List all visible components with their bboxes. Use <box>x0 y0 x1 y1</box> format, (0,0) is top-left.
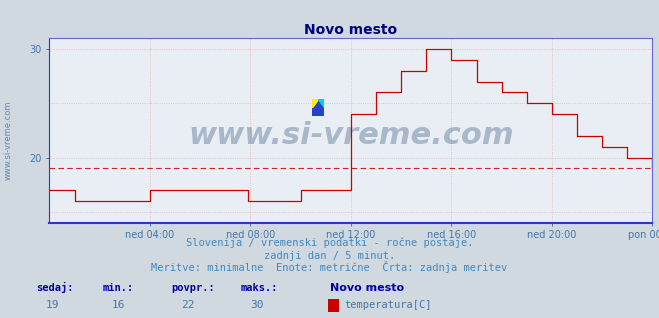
Text: Novo mesto: Novo mesto <box>330 283 403 293</box>
Text: Slovenija / vremenski podatki - ročne postaje.: Slovenija / vremenski podatki - ročne po… <box>186 238 473 248</box>
Polygon shape <box>312 99 318 107</box>
Text: www.si-vreme.com: www.si-vreme.com <box>188 121 514 150</box>
Text: zadnji dan / 5 minut.: zadnji dan / 5 minut. <box>264 251 395 261</box>
Text: 22: 22 <box>181 301 194 310</box>
Title: Novo mesto: Novo mesto <box>304 23 397 37</box>
Text: povpr.:: povpr.: <box>171 283 215 293</box>
Polygon shape <box>312 99 318 107</box>
Text: temperatura[C]: temperatura[C] <box>344 301 432 310</box>
Text: min.:: min.: <box>102 283 133 293</box>
Text: sedaj:: sedaj: <box>36 282 74 293</box>
Text: maks.:: maks.: <box>241 283 278 293</box>
Text: 30: 30 <box>250 301 264 310</box>
Polygon shape <box>318 99 324 107</box>
Text: 16: 16 <box>112 301 125 310</box>
Text: Meritve: minimalne  Enote: metrične  Črta: zadnja meritev: Meritve: minimalne Enote: metrične Črta:… <box>152 261 507 273</box>
Text: www.si-vreme.com: www.si-vreme.com <box>4 100 13 180</box>
Polygon shape <box>318 99 324 107</box>
Polygon shape <box>312 99 324 116</box>
Text: 19: 19 <box>46 301 59 310</box>
